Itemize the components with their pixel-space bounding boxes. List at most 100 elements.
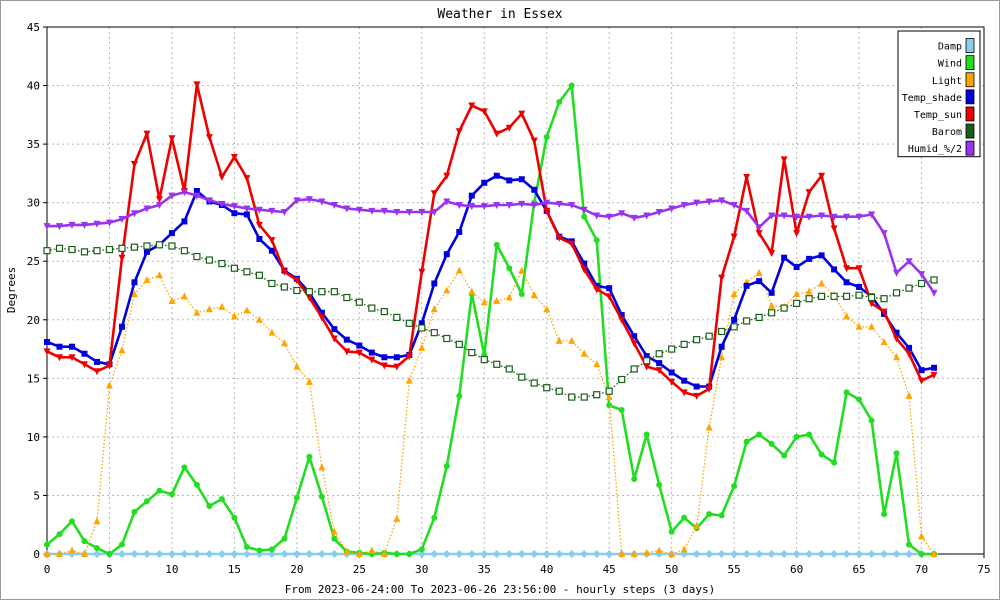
data-point (255, 315, 263, 323)
data-point (268, 207, 276, 215)
data-point (568, 393, 576, 401)
data-point (805, 550, 814, 558)
data-point (830, 550, 839, 558)
data-point (393, 363, 401, 371)
data-point (855, 291, 863, 299)
data-point (705, 332, 713, 340)
legend-entry: Damp (938, 38, 975, 53)
y-tick-label: 5 (33, 489, 40, 502)
x-tick-label: 35 (478, 563, 491, 576)
data-point (44, 339, 50, 346)
data-point (330, 550, 339, 558)
data-point (493, 202, 501, 210)
data-point (930, 550, 938, 557)
data-point (618, 316, 626, 324)
data-point (455, 128, 463, 136)
data-point (330, 288, 338, 296)
data-point (243, 175, 251, 183)
legend-label: Barom (932, 127, 962, 138)
data-point (731, 316, 738, 323)
data-point (817, 292, 826, 300)
data-point (643, 431, 650, 438)
x-tick-label: 25 (353, 563, 366, 576)
data-point (380, 307, 388, 316)
data-point (417, 550, 426, 558)
data-point (330, 335, 338, 343)
data-point (43, 348, 51, 356)
data-point (255, 271, 263, 279)
data-point (44, 541, 50, 548)
data-point (605, 550, 614, 558)
series-humid-2 (43, 189, 938, 297)
data-point (180, 247, 189, 255)
data-point (767, 550, 776, 558)
data-point (781, 452, 788, 459)
data-point (843, 389, 850, 396)
data-point (593, 286, 601, 294)
data-point (93, 545, 100, 552)
legend-swatch (965, 89, 975, 105)
data-point (930, 371, 938, 379)
y-tick-label: 40 (27, 80, 40, 93)
data-point (918, 532, 926, 540)
data-point (480, 550, 489, 558)
data-point (630, 550, 638, 557)
data-point (405, 209, 413, 217)
data-point (280, 283, 288, 291)
data-point (855, 265, 863, 273)
data-point (905, 284, 913, 292)
x-tick-label: 45 (603, 563, 616, 576)
data-point (405, 353, 413, 361)
data-point (543, 305, 551, 313)
data-point (781, 254, 788, 261)
data-point (355, 349, 363, 357)
data-point (718, 353, 726, 361)
data-point (805, 213, 813, 221)
data-point (56, 343, 63, 350)
data-point (43, 550, 51, 557)
data-point (443, 251, 450, 258)
data-point (543, 199, 551, 207)
data-point (205, 305, 213, 313)
data-point (155, 550, 164, 558)
data-point (843, 265, 851, 273)
data-point (256, 547, 263, 554)
data-point (193, 252, 201, 261)
legend-swatch (965, 123, 975, 139)
data-point (93, 220, 101, 228)
data-point (605, 293, 613, 301)
data-point (830, 225, 838, 233)
y-tick-label: 35 (27, 138, 40, 151)
data-point (530, 137, 538, 145)
data-point (368, 207, 376, 215)
legend-entry: Light (932, 72, 975, 88)
x-tick-label: 70 (915, 563, 928, 576)
data-point (855, 213, 863, 221)
data-point (743, 173, 751, 181)
data-point (506, 177, 513, 184)
data-point (630, 365, 638, 373)
data-point (68, 354, 76, 362)
data-point (580, 349, 588, 357)
x-axis-label: From 2023-06-24:00 To 2023-06-26 23:56:0… (285, 583, 715, 596)
data-point (405, 376, 413, 384)
data-point (581, 213, 588, 220)
data-point (856, 283, 863, 290)
data-point (118, 346, 126, 354)
data-point (842, 550, 851, 558)
data-point (380, 362, 388, 370)
data-point (317, 550, 326, 558)
data-point (693, 383, 700, 390)
data-point (793, 213, 801, 221)
data-point (755, 550, 764, 558)
data-point (855, 550, 864, 558)
data-point (205, 197, 213, 205)
data-point (656, 360, 663, 367)
data-point (568, 82, 575, 89)
data-point (806, 255, 813, 262)
data-point (818, 252, 825, 259)
data-point (905, 350, 913, 358)
data-point (281, 535, 288, 542)
